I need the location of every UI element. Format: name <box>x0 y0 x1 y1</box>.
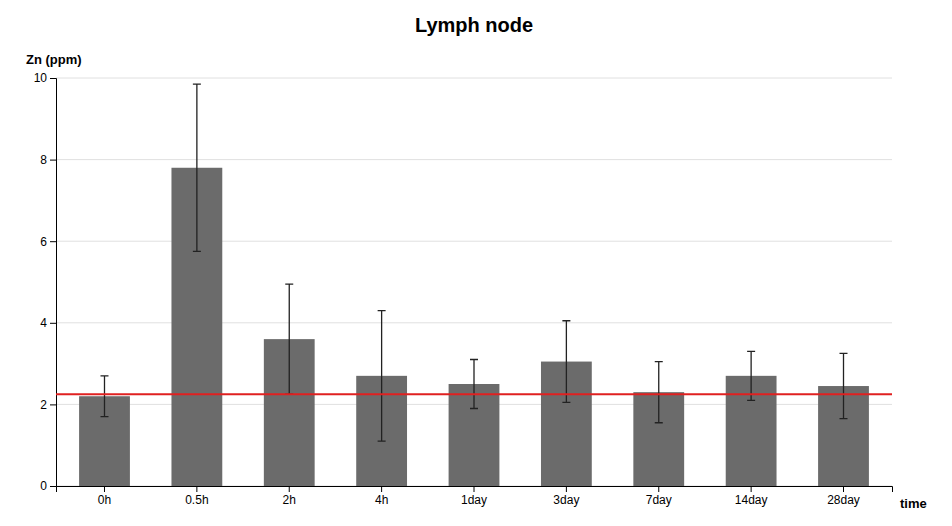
x-tick: 0.5h <box>185 486 208 507</box>
y-tick: 0 <box>40 479 56 493</box>
error-bar <box>470 360 478 409</box>
x-tick-label: 4h <box>375 493 388 507</box>
x-tick-mark <box>751 486 752 492</box>
y-tick-mark <box>50 323 56 324</box>
y-tick: 10 <box>34 71 56 85</box>
y-tick: 4 <box>40 316 56 330</box>
x-tick-mark <box>289 486 290 492</box>
y-tick-mark <box>50 404 56 405</box>
plot-area: 0 2 4 6 8 10 0h 0.5h 2h 4h 1day 3day 7day 14day 28day <box>34 71 893 506</box>
x-tick-label: 28day <box>827 493 860 507</box>
x-tick-mark <box>474 486 475 492</box>
title: Lymph node <box>415 14 533 36</box>
x-axis: 0h 0.5h 2h 4h 1day 3day 7day 14day 28day <box>57 486 893 507</box>
error-bar <box>285 284 293 394</box>
y-tick-mark <box>50 78 56 79</box>
x-tick: 0h <box>98 486 111 507</box>
x-tick: 28day <box>827 486 860 507</box>
y-tick-mark <box>50 241 56 242</box>
x-tick-label: 0.5h <box>185 493 208 507</box>
x-tick-label: 1day <box>461 493 487 507</box>
reference-line <box>56 393 892 395</box>
y-tick-label: 8 <box>40 153 47 167</box>
error-bar <box>562 321 570 403</box>
x-tick: 1day <box>461 486 487 507</box>
x-tick-label: 14day <box>735 493 768 507</box>
x-tick-label: 3day <box>553 493 579 507</box>
y-axis-title: Zn (ppm) <box>26 52 82 67</box>
marks <box>56 84 892 486</box>
x-tick-label: 7day <box>646 493 672 507</box>
y-tick: 8 <box>40 153 56 167</box>
error-bars <box>100 84 847 441</box>
error-bar <box>840 353 848 418</box>
x-tick: 4h <box>375 486 388 507</box>
x-axis-line <box>57 487 893 493</box>
y-tick-label: 4 <box>40 316 47 330</box>
grid <box>56 78 892 486</box>
x-tick: 3day <box>553 486 579 507</box>
y-axis: 0 2 4 6 8 10 <box>34 71 57 493</box>
y-tick-label: 0 <box>40 479 47 493</box>
y-tick: 6 <box>40 235 56 249</box>
x-tick-label: 0h <box>98 493 111 507</box>
y-tick: 2 <box>40 398 56 412</box>
x-tick-mark <box>658 486 659 492</box>
x-tick: 14day <box>735 486 768 507</box>
error-bar <box>655 362 663 423</box>
x-tick: 2h <box>283 486 296 507</box>
x-tick: 7day <box>646 486 672 507</box>
bars <box>79 168 869 486</box>
grid-line <box>56 159 892 160</box>
y-tick-mark <box>50 486 56 487</box>
x-tick-label: 2h <box>283 493 296 507</box>
x-tick-mark <box>104 486 105 492</box>
x-tick-mark <box>566 486 567 492</box>
grid-line <box>56 78 892 79</box>
y-tick-label: 10 <box>34 71 48 85</box>
error-bar <box>100 376 108 417</box>
error-bar <box>747 351 755 400</box>
x-tick-mark <box>381 486 382 492</box>
error-bar <box>378 311 386 442</box>
x-axis-title: time <box>900 496 927 511</box>
x-tick-mark <box>196 486 197 492</box>
y-tick-mark <box>50 160 56 161</box>
y-tick-label: 6 <box>40 235 47 249</box>
y-tick-label: 2 <box>40 398 47 412</box>
x-tick-mark <box>843 486 844 492</box>
y-axis-line <box>50 79 57 487</box>
chart: 0 2 4 6 8 10 0h 0.5h 2h 4h 1day 3day 7day 14day 28day L… <box>0 0 952 526</box>
error-bar <box>193 84 201 251</box>
